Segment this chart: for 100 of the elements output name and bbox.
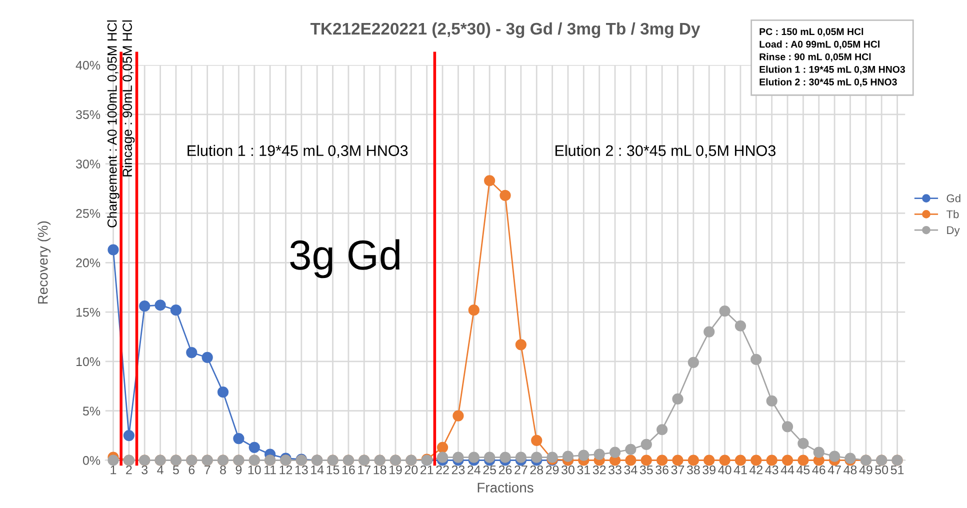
x-tick-label: 20 <box>404 465 418 474</box>
x-tick-label: 51 <box>890 466 904 474</box>
point <box>531 434 542 446</box>
point <box>248 442 260 453</box>
point <box>766 395 778 407</box>
y-tick-label: 35% <box>76 110 100 120</box>
x-tick-label: 39 <box>702 465 716 474</box>
x-tick-label: 43 <box>765 465 778 474</box>
x-tick-label: 36 <box>656 465 668 474</box>
x-tick-label: 11 <box>264 466 276 474</box>
point <box>798 438 809 450</box>
point <box>798 454 809 466</box>
point <box>500 452 511 463</box>
x-tick-label: 35 <box>640 465 653 474</box>
y-tick-label: 10% <box>76 357 100 366</box>
point <box>766 454 778 466</box>
point <box>562 450 574 462</box>
x-tick-label: 48 <box>844 465 857 474</box>
point <box>578 450 590 461</box>
x-tick-label: 9 <box>236 465 242 474</box>
x-tick-label: 49 <box>859 465 872 474</box>
point <box>672 454 684 466</box>
point <box>656 424 668 436</box>
annotation: Rincage : 90mL 0,05M HCl <box>122 20 135 176</box>
y-axis-title: Recovery (%) <box>38 221 51 304</box>
x-tick-label: 17 <box>358 466 370 474</box>
point <box>484 175 496 186</box>
point <box>452 410 464 422</box>
x-tick-label: 24 <box>468 465 480 474</box>
x-tick-label: 10 <box>248 465 261 474</box>
annotation: Chargement : A0 100mL 0,05M HCl <box>107 20 120 228</box>
point <box>704 454 715 466</box>
point <box>750 454 762 466</box>
point <box>139 300 150 312</box>
annotation: PC : 150 mL 0,05M HCl Load : A0 99mL 0,05M HCl Rinse : 90 mL 0,05M HCl Elution 1 : 19*45 mL 0,3M HNO3 Elution 2 : 30*45 mL 0,5 HNO3 <box>760 28 905 87</box>
point <box>640 454 652 466</box>
point <box>734 320 746 332</box>
point <box>515 339 526 350</box>
x-tick-label: 12 <box>280 465 292 474</box>
point <box>452 452 464 463</box>
x-tick-label: 42 <box>749 465 762 474</box>
x-tick-label: 23 <box>452 465 465 474</box>
point <box>515 452 526 463</box>
point <box>594 448 605 460</box>
point <box>217 386 229 398</box>
legend-label: Tb <box>946 210 959 218</box>
point <box>688 356 699 368</box>
legend-label: Dy <box>947 226 960 236</box>
point <box>108 454 119 466</box>
point <box>531 452 542 463</box>
point <box>500 190 511 202</box>
point <box>170 304 182 316</box>
x-tick-label: 2 <box>126 465 132 474</box>
x-tick-label: 32 <box>592 465 606 474</box>
x-tick-label: 38 <box>686 465 700 474</box>
point <box>186 346 198 358</box>
y-tick-label: 25% <box>76 209 100 218</box>
annotation: 3g Gd <box>290 239 400 278</box>
y-tick-label: 5% <box>82 406 100 416</box>
x-tick-label: 14 <box>311 466 324 474</box>
y-tick-label: 20% <box>76 258 100 268</box>
point <box>828 450 840 462</box>
x-tick-label: 13 <box>295 465 308 474</box>
annotation: Elution 2 : 30*45 mL 0,5M HNO3 <box>556 144 776 158</box>
point <box>233 432 244 444</box>
x-tick-label: 1 <box>110 466 116 474</box>
point <box>750 354 762 366</box>
x-tick-label: 46 <box>812 465 826 474</box>
x-tick-label: 34 <box>624 465 638 474</box>
x-tick-label: 27 <box>514 465 528 474</box>
point <box>782 421 794 432</box>
point <box>484 452 496 463</box>
x-tick-label: 25 <box>483 465 496 474</box>
x-tick-label: 5 <box>172 466 179 474</box>
point <box>468 452 480 463</box>
x-tick-label: 8 <box>220 465 226 474</box>
y-tick-label: 0% <box>82 456 100 465</box>
x-tick-label: 44 <box>780 466 794 474</box>
point <box>782 454 794 466</box>
point <box>719 454 730 466</box>
point <box>656 454 668 466</box>
point <box>123 430 134 442</box>
x-tick-label: 22 <box>436 465 449 474</box>
point <box>202 352 213 364</box>
point <box>688 454 699 466</box>
x-tick-label: 26 <box>498 465 512 474</box>
x-tick-label: 37 <box>671 465 684 474</box>
annotation: Elution 1 : 19*45 mL 0,3M HNO3 <box>188 144 408 158</box>
x-axis-title: Fractions <box>478 482 534 493</box>
x-tick-label: 40 <box>718 465 732 474</box>
x-tick-label: 28 <box>530 465 544 474</box>
x-tick-label: 19 <box>389 465 402 474</box>
point <box>436 442 448 453</box>
y-tick-label: 30% <box>76 160 100 168</box>
point <box>108 244 119 256</box>
x-tick-label: 15 <box>326 466 340 474</box>
point <box>468 304 480 316</box>
x-tick-label: 47 <box>828 466 841 474</box>
x-tick-label: 3 <box>142 465 148 474</box>
point <box>640 438 652 450</box>
